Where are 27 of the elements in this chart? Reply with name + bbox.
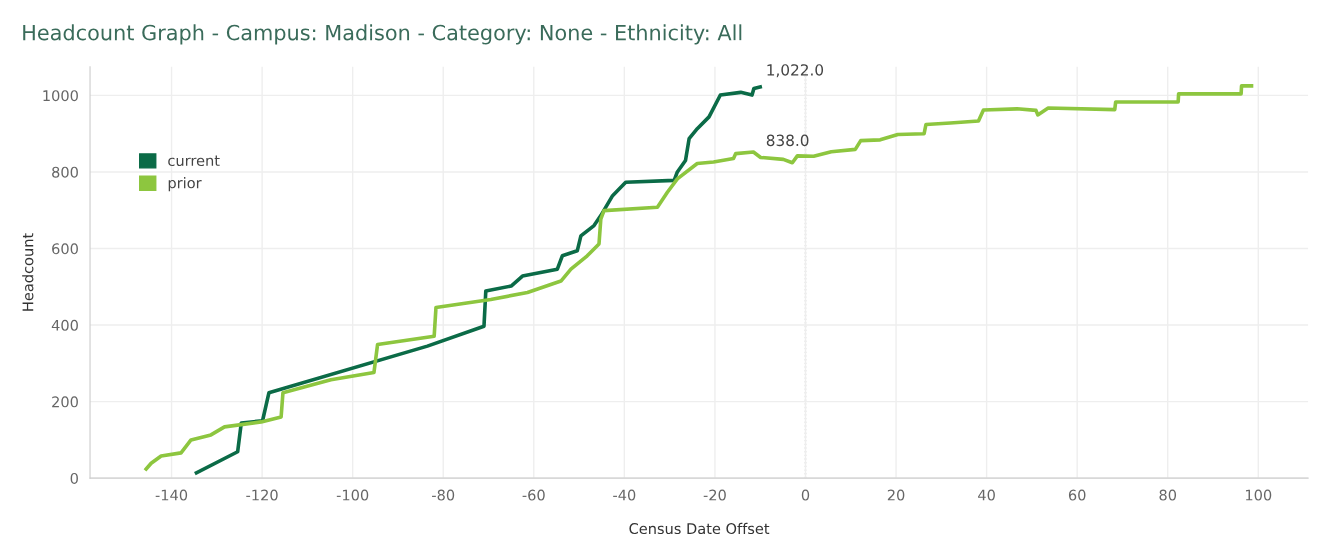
chart-title: Headcount Graph - Campus: Madison - Category: None - Ethnicity: All: [23, 24, 742, 45]
y-tick-label: 600: [52, 243, 78, 255]
y-tick-label: 1000: [43, 90, 78, 102]
x-tick-label: -20: [703, 489, 726, 501]
x-tick-label: -100: [336, 489, 369, 501]
line-series: [144, 84, 1254, 471]
legend-label: current: [168, 155, 220, 167]
legend-label: prior: [168, 177, 202, 192]
x-tick-label: -60: [522, 489, 545, 501]
x-tick-label: -140: [155, 489, 188, 501]
y-tick-label: 400: [51, 319, 78, 331]
x-tick-label: 80: [1159, 489, 1177, 501]
x-tick-label: 0: [801, 489, 810, 501]
x-tick-label: 40: [978, 489, 995, 501]
y-tick-label: 200: [52, 396, 78, 408]
annotation: 1,022.0: [767, 64, 824, 78]
x-tick-label: 60: [1068, 489, 1086, 501]
x-axis-title: Census Date Offset: [629, 522, 770, 535]
y-axis-title: Headcount: [22, 233, 34, 311]
x-tick-label: 20: [887, 489, 905, 501]
x-tick-label: 100: [1245, 489, 1272, 501]
x-tick-label: -40: [613, 489, 636, 501]
annotation: 838.0: [766, 134, 809, 147]
y-tick-label: 0: [70, 472, 78, 484]
x-tick-label: -120: [246, 489, 278, 501]
y-tick-label: 800: [52, 166, 78, 178]
x-tick-label: -80: [432, 489, 455, 501]
